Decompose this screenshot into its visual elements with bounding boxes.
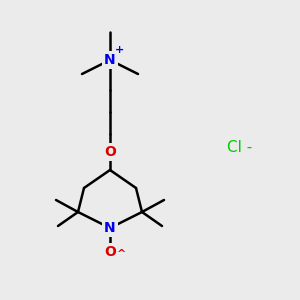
Text: N: N [104,221,116,235]
Text: ^: ^ [117,249,127,259]
Text: O: O [104,145,116,159]
Text: N: N [104,53,116,67]
Text: Cl -: Cl - [227,140,253,155]
Text: +: + [114,45,124,55]
Text: O: O [104,245,116,259]
